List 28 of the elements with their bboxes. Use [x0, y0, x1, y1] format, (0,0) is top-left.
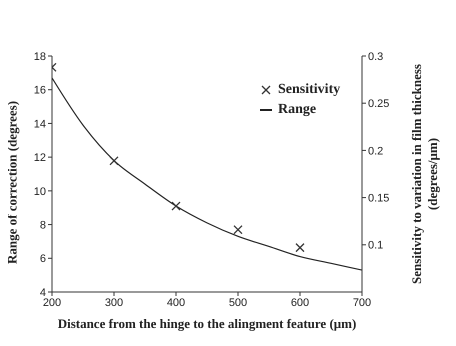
y-tick-label: 14	[34, 118, 46, 130]
y2-tick-label: 0.3	[368, 50, 384, 63]
y-tick-label: 18	[34, 50, 46, 63]
y-tick-label: 8	[40, 219, 46, 232]
y2-tick-label: 0.1	[368, 240, 384, 252]
y-tick-label: 6	[40, 253, 46, 266]
y-tick-label: 4	[40, 286, 46, 299]
y2-tick-label: 0.25	[368, 98, 390, 110]
point	[233, 225, 243, 234]
line-series	[52, 77, 362, 271]
legend-label: Sensitivity	[278, 81, 340, 99]
x-axis-title: Distance from the hinge to the alingment feature (μm)	[58, 316, 356, 331]
y2-axis-title: Sensitivity to variation in film thickness (degrees/μm)	[409, 63, 441, 286]
point	[171, 201, 181, 211]
point	[295, 242, 305, 252]
x-tick-label: 700	[352, 296, 372, 309]
point	[109, 156, 119, 166]
x-tick-label: 400	[166, 296, 186, 309]
x-tick-label: 200	[42, 296, 62, 309]
y-tick-label: 16	[34, 84, 46, 97]
y2-tick-label: 0.2	[368, 145, 384, 158]
x-tick-label: 500	[228, 296, 248, 309]
y-tick-label: 12	[34, 152, 46, 164]
y2-tick-label: 0.15	[368, 192, 390, 205]
legend-label: Range	[278, 101, 316, 119]
y-tick-label: 10	[34, 186, 46, 198]
x-tick-label: 300	[104, 296, 124, 309]
x-tick-label: 600	[290, 296, 310, 309]
